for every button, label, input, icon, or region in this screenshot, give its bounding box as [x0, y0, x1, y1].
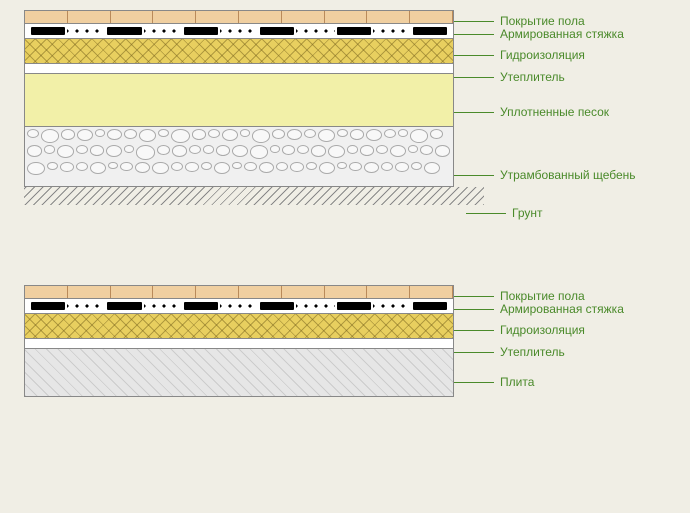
layer-insulation	[25, 64, 453, 74]
label: Утеплитель	[500, 70, 565, 84]
label: Утеплитель	[500, 345, 565, 359]
callout-reinforced-screed: Армированная стяжка	[454, 302, 624, 316]
callout-slab: Плита	[454, 375, 534, 389]
layer-compacted-sand	[25, 74, 453, 127]
layer-stack-2	[24, 285, 454, 397]
label: Утрамбованный щебень	[500, 168, 636, 182]
callout-floor-cover: Покрытие пола	[454, 289, 585, 303]
callout-floor-cover: Покрытие пола	[454, 14, 585, 28]
legend-2: Покрытие пола Армированная стяжка Гидрои…	[454, 285, 666, 397]
cross-section-1: Покрытие пола Армированная стяжка Гидрои…	[24, 10, 666, 187]
callout-waterproofing: Гидроизоляция	[454, 323, 585, 337]
layer-reinforced-screed	[25, 299, 453, 314]
label: Грунт	[512, 206, 543, 220]
layer-waterproofing	[25, 314, 453, 339]
label: Покрытие пола	[500, 14, 585, 28]
layer-floor-cover	[25, 11, 453, 24]
label: Гидроизоляция	[500, 323, 585, 337]
label: Гидроизоляция	[500, 48, 585, 62]
callout-compacted-gravel: Утрамбованный щебень	[454, 168, 636, 182]
label: Плита	[500, 375, 534, 389]
callout-insulation: Утеплитель	[454, 345, 565, 359]
label: Покрытие пола	[500, 289, 585, 303]
callout-insulation: Утеплитель	[454, 70, 565, 84]
layer-waterproofing	[25, 39, 453, 64]
layer-compacted-gravel	[25, 127, 453, 187]
layer-reinforced-screed	[25, 24, 453, 39]
callout-waterproofing: Гидроизоляция	[454, 48, 585, 62]
cross-section-2: Покрытие пола Армированная стяжка Гидрои…	[24, 285, 666, 397]
label: Уплотненные песок	[500, 105, 609, 119]
label: Армированная стяжка	[500, 27, 624, 41]
layer-floor-cover	[25, 286, 453, 299]
ground-hatch	[24, 187, 484, 205]
layer-slab	[25, 349, 453, 397]
callout-reinforced-screed: Армированная стяжка	[454, 27, 624, 41]
layer-insulation	[25, 339, 453, 349]
callout-ground: Грунт	[466, 206, 543, 220]
legend-1: Покрытие пола Армированная стяжка Гидрои…	[454, 10, 666, 187]
label: Армированная стяжка	[500, 302, 624, 316]
callout-compacted-sand: Уплотненные песок	[454, 105, 609, 119]
layer-stack-1	[24, 10, 454, 187]
